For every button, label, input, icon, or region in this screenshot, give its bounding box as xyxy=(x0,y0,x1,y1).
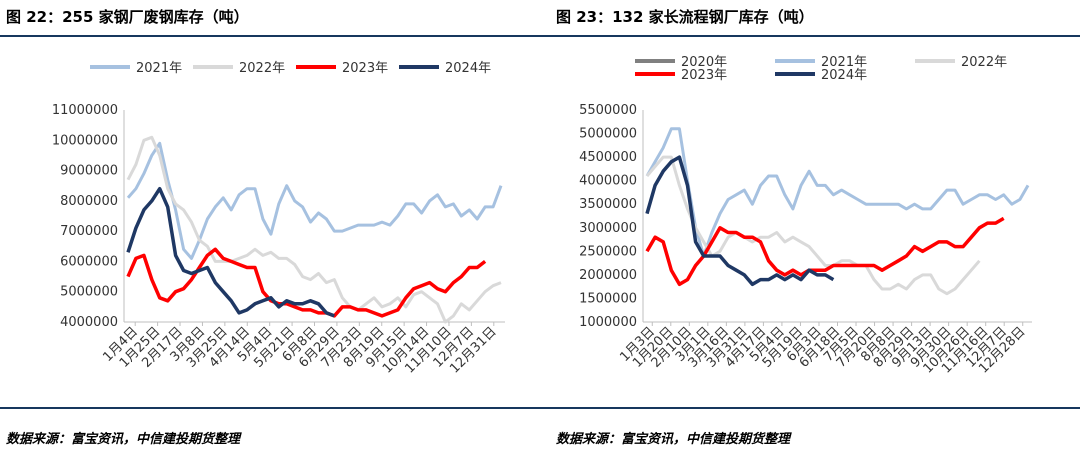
series-line-2023年 xyxy=(645,216,1005,287)
y-tick-label: 5000000 xyxy=(60,285,118,300)
chart-23-title: 图 23：132 家长流程钢厂库存（吨） xyxy=(556,8,814,26)
legend-label: 2022年 xyxy=(239,61,285,76)
series-line-2023年 xyxy=(126,247,487,318)
legend-label: 2020年 xyxy=(681,55,727,70)
y-tick-label: 1500000 xyxy=(579,291,637,306)
y-tick-label: 4500000 xyxy=(579,150,637,165)
series-line-2022年 xyxy=(126,135,502,324)
legend-label: 2024年 xyxy=(821,68,867,83)
series-line-2022年 xyxy=(645,155,981,296)
chart-23: 1000000 1500000 2000000 2500000 3000000 35000… xyxy=(579,55,1032,377)
y-tick-label: 10000000 xyxy=(52,133,118,148)
chart-22-title: 图 22：255 家钢厂废钢库存（吨） xyxy=(6,8,249,26)
top-divider xyxy=(0,35,1080,37)
y-tick-label: 2500000 xyxy=(579,244,637,259)
series-line-2024年 xyxy=(126,186,335,318)
bottom-divider xyxy=(0,407,1080,409)
series-line-2024年 xyxy=(645,155,835,287)
chart-22-source: 数据来源：富宝资讯，中信建投期货整理 xyxy=(6,432,241,447)
y-tick-label: 9000000 xyxy=(60,164,118,179)
y-tick-label: 1000000 xyxy=(579,315,637,330)
y-tick-label: 4000000 xyxy=(579,174,637,189)
chart-23-source: 数据来源：富宝资讯，中信建投期货整理 xyxy=(556,432,791,447)
legend-label: 2023年 xyxy=(342,61,388,76)
y-tick-label: 8000000 xyxy=(60,194,118,209)
y-tick-label: 11000000 xyxy=(52,103,118,118)
legend-label: 2021年 xyxy=(821,55,867,70)
y-tick-label: 6000000 xyxy=(60,254,118,269)
series-line-2021年 xyxy=(126,141,503,260)
y-tick-label: 2000000 xyxy=(579,268,637,283)
legend-label: 2024年 xyxy=(445,61,491,76)
y-tick-label: 7000000 xyxy=(60,224,118,239)
y-tick-label: 5500000 xyxy=(579,103,637,118)
legend-label: 2023年 xyxy=(681,68,727,83)
y-tick-label: 5000000 xyxy=(579,127,637,142)
chart-22: 4000000 5000000 6000000 7000000 8000000 90000… xyxy=(52,61,505,377)
series-line-2021年 xyxy=(645,127,1030,258)
y-tick-label: 3500000 xyxy=(579,197,637,212)
legend-label: 2022年 xyxy=(961,55,1007,70)
legend-label: 2021年 xyxy=(136,61,182,76)
y-tick-label: 3000000 xyxy=(579,221,637,236)
y-tick-label: 4000000 xyxy=(60,315,118,330)
